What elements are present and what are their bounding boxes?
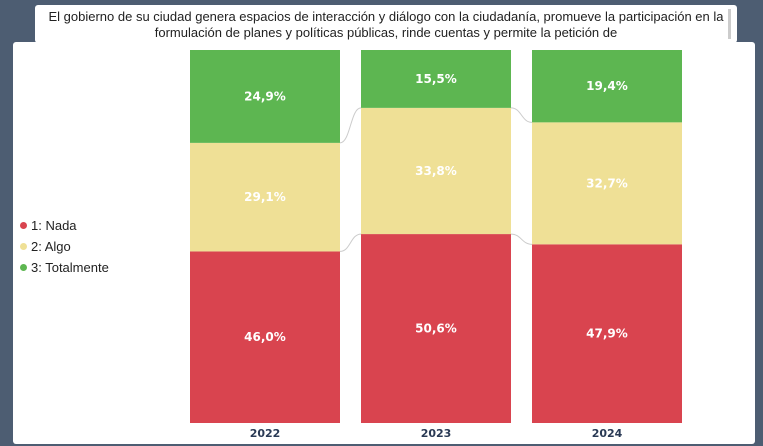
legend-item[interactable]: 3: Totalmente [20,257,109,278]
x-tick-label: 2024 [592,427,623,440]
bar-segment [190,50,340,143]
legend-item[interactable]: 1: Nada [20,215,109,236]
chart-title-box: El gobierno de su ciudad genera espacios… [35,5,737,43]
data-label: 33,8% [415,164,457,178]
bar-segment [532,244,682,423]
legend-label: 2: Algo [31,239,71,254]
data-label: 19,4% [586,79,628,93]
legend-label: 3: Totalmente [31,260,109,275]
x-tick-label: 2023 [421,427,452,440]
bar-segment [361,107,511,235]
data-label: 15,5% [415,72,457,86]
x-tick-label: 2022 [250,427,281,440]
data-label: 47,9% [586,327,628,341]
data-label: 24,9% [244,89,286,103]
ribbon-connector [339,107,362,144]
bar-segment [190,142,340,252]
scrollbar[interactable] [728,9,731,39]
legend: 1: Nada 2: Algo 3: Totalmente [20,215,109,278]
ribbon-connector [339,233,362,252]
legend-label: 1: Nada [31,218,77,233]
bar-segment [190,251,340,423]
chart-title: El gobierno de su ciudad genera espacios… [48,9,724,40]
bar-segment [532,50,682,123]
data-label: 29,1% [244,190,286,204]
legend-dot-icon [20,222,27,229]
bar-segment [361,50,511,108]
data-label: 50,6% [415,322,457,336]
bar-segment [532,122,682,245]
data-label: 46,0% [244,330,286,344]
ribbon-connector [510,107,533,123]
ribbon-connector [510,233,533,245]
legend-item[interactable]: 2: Algo [20,236,109,257]
legend-dot-icon [20,264,27,271]
legend-dot-icon [20,243,27,250]
bar-segment [361,234,511,423]
data-label: 32,7% [586,176,628,190]
